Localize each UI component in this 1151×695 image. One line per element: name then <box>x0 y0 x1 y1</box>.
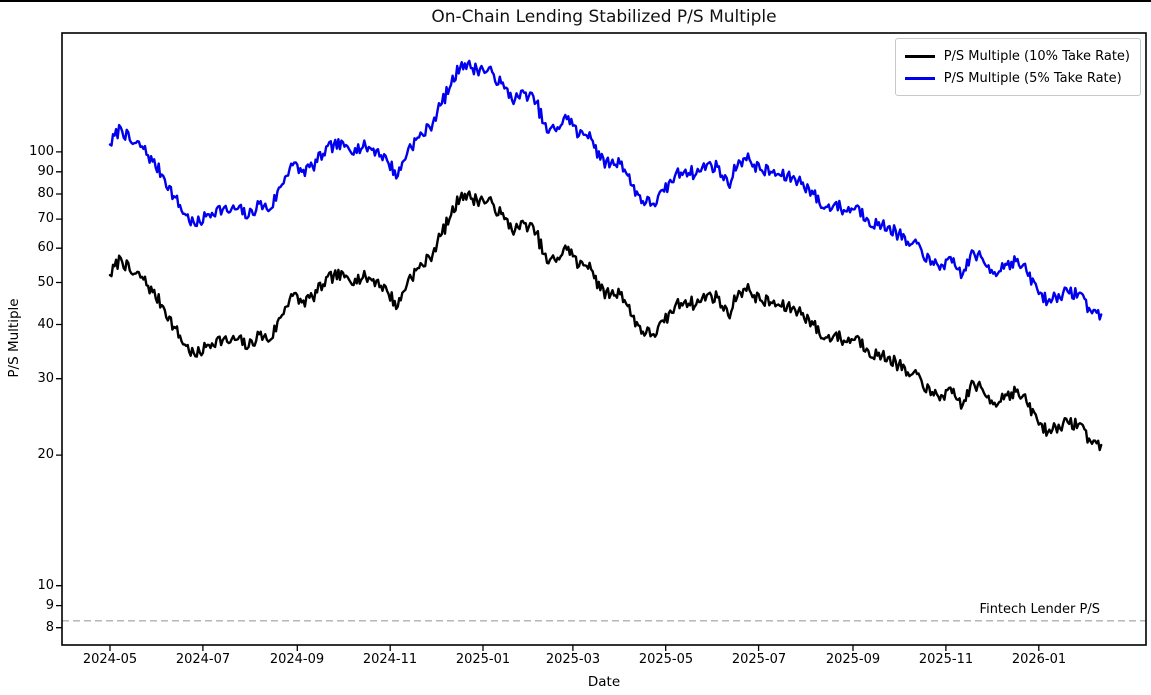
x-tick-label: 2024-09 <box>269 652 325 667</box>
y-tick-label: 20 <box>37 447 54 462</box>
y-axis-label: P/S Multiple <box>6 298 22 378</box>
x-tick-label: 2025-03 <box>545 652 601 667</box>
x-axis-label: Date <box>587 674 621 690</box>
x-tick-label: 2024-07 <box>175 652 231 667</box>
x-tick-marks <box>109 645 1040 651</box>
y-tick-label: 40 <box>37 317 54 332</box>
y-tick-label: 60 <box>37 240 54 255</box>
plot-frame <box>61 32 1147 646</box>
y-tick-label: 70 <box>37 211 54 226</box>
y-tick-label: 10 <box>37 578 54 593</box>
x-tick-label: 2024-11 <box>362 652 418 667</box>
legend: P/S Multiple (10% Take Rate) P/S Multipl… <box>894 38 1141 96</box>
annotation-fintech-lender-ps: Fintech Lender P/S <box>979 602 1100 617</box>
x-tick-label: 2025-05 <box>638 652 694 667</box>
x-tick-label: 2025-11 <box>918 652 974 667</box>
legend-item: P/S Multiple (5% Take Rate) <box>904 67 1130 89</box>
legend-swatch-5pct-line <box>904 76 935 80</box>
x-tick-label: 2026-01 <box>1011 652 1067 667</box>
y-tick-label: 100 <box>29 144 54 159</box>
series-line-10pct-take-rate <box>108 190 1103 452</box>
y-tick-label: 8 <box>45 620 54 635</box>
legend-item: P/S Multiple (10% Take Rate) <box>904 45 1130 67</box>
x-tick-label: 2025-09 <box>825 652 881 667</box>
y-tick-label: 30 <box>37 371 54 386</box>
y-tick-marks <box>56 151 62 629</box>
y-tick-label: 90 <box>37 164 54 179</box>
y-tick-label: 9 <box>45 598 54 613</box>
x-tick-label: 2024-05 <box>82 652 138 667</box>
legend-label: P/S Multiple (5% Take Rate) <box>943 70 1122 86</box>
y-tick-label: 50 <box>37 275 54 290</box>
x-tick-label: 2025-07 <box>731 652 787 667</box>
y-tick-label: 80 <box>37 186 54 201</box>
series-line-5pct-take-rate <box>108 59 1103 321</box>
window-top-edge <box>0 0 1151 2</box>
legend-label: P/S Multiple (10% Take Rate) <box>943 48 1130 64</box>
chart-title: On-Chain Lending Stabilized P/S Multiple <box>431 7 777 27</box>
x-tick-label: 2025-01 <box>455 652 511 667</box>
legend-swatch-10pct-line <box>904 54 935 58</box>
